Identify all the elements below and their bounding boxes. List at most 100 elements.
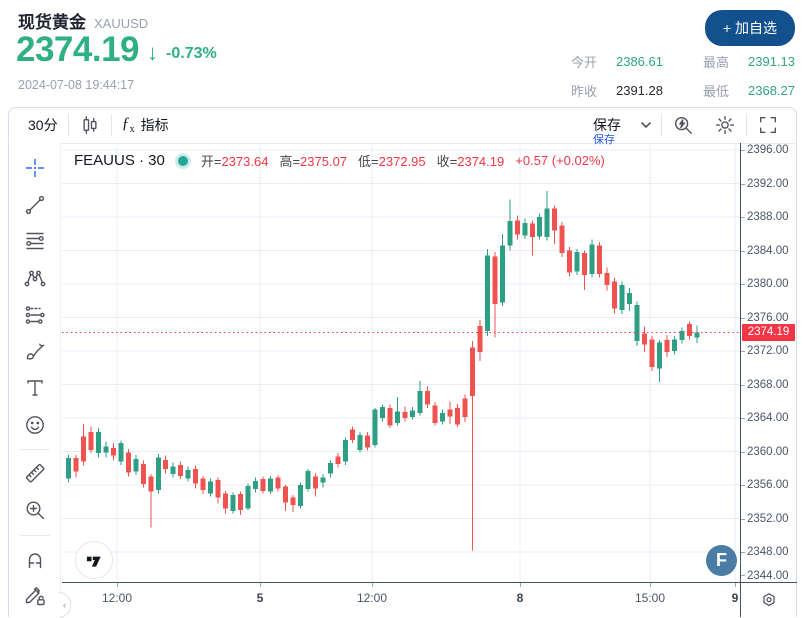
price-axis-label: 2356.00 xyxy=(747,479,789,491)
price-axis-label: 2368.00 xyxy=(747,378,789,391)
stat-high-value: 2391.13 xyxy=(748,54,795,69)
change-percent: -0.73% xyxy=(166,45,217,62)
toolbar-divider xyxy=(746,114,747,136)
page-title: 现货黄金 xyxy=(18,13,86,32)
price-axis-label: 2388.00 xyxy=(747,211,789,223)
brush-tool[interactable] xyxy=(18,334,52,368)
price-axis-label: 2364.00 xyxy=(747,412,789,424)
price-axis[interactable]: 2396.00 2392.00 2388.00 2384.00 2380.00 2376.… xyxy=(740,143,797,582)
smiley-icon xyxy=(25,415,44,434)
price-axis-label: 2372.00 xyxy=(747,345,789,357)
price-down-arrow-icon: ↓ xyxy=(147,40,159,65)
chart-settings-button[interactable] xyxy=(704,107,746,143)
fx-icon: ƒx xyxy=(121,114,135,136)
crosshair-tool[interactable] xyxy=(18,151,52,185)
chart-legend[interactable]: FEAUUS · 30 开=2373.64 高=2375.07 低=2372.9… xyxy=(74,151,607,170)
search-flash-icon xyxy=(674,116,692,134)
time-axis-tick xyxy=(117,583,118,587)
time-axis-tick xyxy=(735,583,736,587)
header-title-row: 现货黄金 XAUUSD xyxy=(18,8,148,33)
time-axis-label: 12:00 xyxy=(101,591,133,605)
fullscreen-button[interactable] xyxy=(747,107,789,143)
price-axis-tick xyxy=(741,384,745,386)
trend-line-icon xyxy=(25,195,44,214)
legend-high: 高=2375.07 xyxy=(279,154,348,169)
axis-corner[interactable] xyxy=(740,582,797,617)
save-button[interactable]: 保存 保存 xyxy=(583,107,631,146)
chevron-down-icon xyxy=(641,122,651,129)
save-dropdown-chevron[interactable] xyxy=(631,107,661,143)
price-axis-tick xyxy=(741,575,745,576)
price-axis-tick xyxy=(741,351,745,352)
last-price: 2374.19 xyxy=(16,30,140,69)
text-icon xyxy=(26,380,43,396)
text-tool[interactable] xyxy=(18,371,52,405)
time-axis-tick xyxy=(650,583,651,587)
interval-button[interactable]: 30分 xyxy=(18,107,68,143)
projection-icon xyxy=(25,305,45,324)
fullscreen-icon xyxy=(759,116,777,134)
time-axis-tick xyxy=(260,583,261,587)
projection-tool[interactable] xyxy=(18,298,52,332)
toolbar-divider xyxy=(661,114,662,136)
candlestick-chart[interactable] xyxy=(62,143,740,582)
time-axis-label: 15:00 xyxy=(634,591,666,605)
stat-open-value: 2386.61 xyxy=(615,54,663,69)
ruler-icon xyxy=(25,464,44,483)
magnifier-plus-icon xyxy=(25,501,44,520)
pattern-tool[interactable] xyxy=(18,261,52,295)
time-axis-label: 12:00 xyxy=(356,591,388,605)
price-axis-tick xyxy=(741,418,745,419)
price-axis-tick xyxy=(741,217,745,218)
time-axis-tick xyxy=(520,583,521,587)
zoom-in-tool[interactable] xyxy=(18,493,52,527)
fib-retracement-tool[interactable] xyxy=(18,224,52,258)
price-axis-label: 2384.00 xyxy=(747,244,789,257)
brush-icon xyxy=(26,343,44,360)
stat-open-label: 今开 xyxy=(570,55,597,70)
drawing-lock-tool[interactable] xyxy=(18,578,52,612)
stat-low-label: 最低 xyxy=(702,84,729,99)
legend-close: 收=2374.19 xyxy=(436,154,505,169)
price-axis-label: 2392.00 xyxy=(747,177,789,190)
emoji-tool[interactable] xyxy=(18,408,52,442)
price-axis-tick xyxy=(741,485,745,486)
sidebar-divider xyxy=(19,534,50,536)
gear-icon xyxy=(715,115,735,135)
time-axis-label: 9 xyxy=(731,591,739,605)
fib-lines-icon xyxy=(25,232,44,250)
price-axis-label: 2380.00 xyxy=(747,278,789,290)
price-axis-tick xyxy=(741,284,745,285)
time-axis[interactable]: 12:00 5 12:00 8 15:00 9 xyxy=(62,582,796,617)
price-axis-label: 2396.00 xyxy=(747,144,789,156)
price-axis-label: 2352.00 xyxy=(747,512,789,525)
indicators-button[interactable]: ƒx 指标 xyxy=(112,107,179,143)
toolbar-divider xyxy=(110,114,112,136)
price-axis-tick xyxy=(741,552,745,553)
toolbar-divider xyxy=(67,114,69,136)
candle-style-button[interactable] xyxy=(69,107,111,143)
price-axis-tick xyxy=(741,183,745,185)
price-axis-label: 2360.00 xyxy=(747,445,789,458)
measure-tool[interactable] xyxy=(18,456,52,490)
symbol-code: XAUUSD xyxy=(94,16,149,31)
price-axis-tick xyxy=(741,250,745,252)
price-row: 2374.19 ↓ -0.73% xyxy=(16,30,217,70)
magnet-tool[interactable] xyxy=(18,542,52,576)
add-watchlist-button[interactable]: + 加自选 xyxy=(704,10,795,46)
legend-change: +0.57 (+0.02%) xyxy=(515,153,605,168)
tradingview-mark-icon xyxy=(86,556,101,567)
quote-timestamp: 2024-07-08 19:44:17 xyxy=(18,78,135,92)
trend-line-tool[interactable] xyxy=(18,188,52,222)
current-price-tag: 2374.19 xyxy=(742,324,795,342)
time-axis-tick xyxy=(372,583,373,587)
time-axis-label: 8 xyxy=(516,591,524,605)
market-status-dot-icon xyxy=(177,155,188,166)
axis-settings-icon[interactable] xyxy=(759,590,779,610)
sidebar-divider xyxy=(19,449,50,451)
legend-series-title: FEAUUS · 30 xyxy=(74,152,165,169)
tradingview-logo[interactable] xyxy=(75,541,113,579)
save-tooltip: 保存 xyxy=(593,134,615,146)
time-axis-label: 5 xyxy=(256,591,264,605)
quick-search-button[interactable] xyxy=(662,107,704,143)
